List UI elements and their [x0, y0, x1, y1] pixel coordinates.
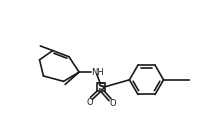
Text: O: O — [87, 98, 93, 107]
Text: S: S — [97, 82, 104, 92]
Bar — [96, 83, 105, 91]
Text: O: O — [109, 99, 116, 108]
Text: NH: NH — [92, 68, 104, 77]
